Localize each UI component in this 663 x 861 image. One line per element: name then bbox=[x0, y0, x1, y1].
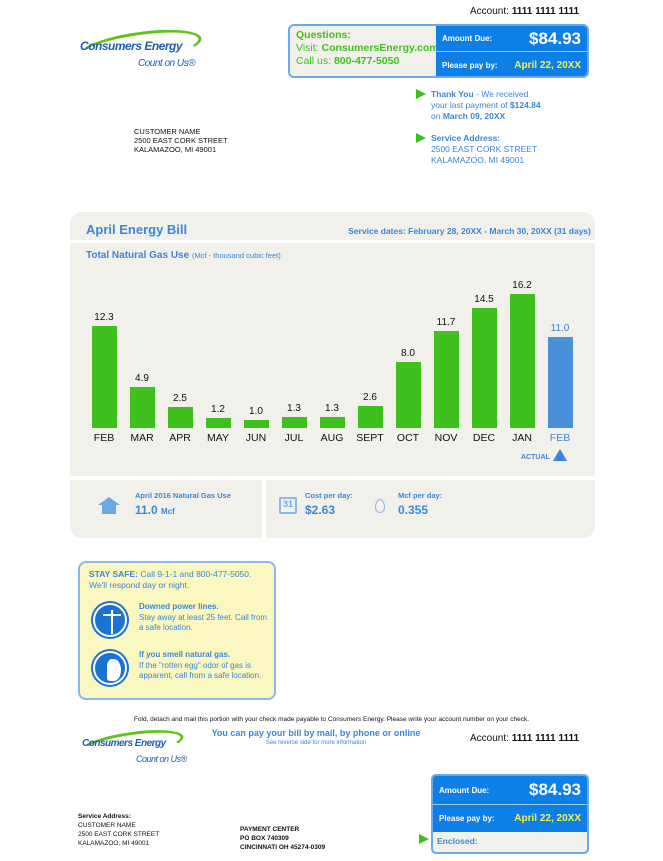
value-label: 2.5 bbox=[173, 393, 187, 405]
category-label: MAY bbox=[207, 432, 229, 444]
category-label: JUN bbox=[245, 432, 267, 444]
arrow-icon bbox=[416, 89, 426, 99]
value-label: 1.2 bbox=[211, 404, 225, 416]
value-label: 1.0 bbox=[249, 405, 263, 417]
bar-mar bbox=[129, 387, 155, 428]
value-label: 1.3 bbox=[325, 403, 339, 415]
arrow-icon bbox=[419, 834, 429, 844]
bar-jul bbox=[281, 417, 307, 428]
mcf-per-day: 0.355 bbox=[398, 503, 429, 517]
calendar-icon: 31 bbox=[279, 497, 297, 514]
phone-link[interactable]: 800-477-5050 bbox=[333, 55, 400, 67]
service-address: Service Address: 2500 EAST CORK STREET KAL… bbox=[431, 133, 538, 165]
enclosed-field[interactable]: Enclosed: bbox=[437, 836, 478, 846]
stub-account-number: Account: 1111 1111 1111 bbox=[470, 733, 580, 744]
payment-center-address: PAYMENT CENTER PO BOX 740309 CINCINNATI OH… bbox=[240, 826, 326, 851]
bar-aug bbox=[319, 417, 345, 428]
logo: Consumers Energy Count on Us® bbox=[76, 23, 208, 76]
bar-apr bbox=[167, 407, 193, 428]
reverse-side-link[interactable]: See reverse side for more information bbox=[265, 740, 367, 746]
value-label: 11.0 bbox=[550, 323, 570, 334]
bar-nov bbox=[433, 331, 459, 428]
service-dates: Service dates: February 28, 20XX - March… bbox=[348, 226, 591, 236]
category-label: APR bbox=[169, 432, 191, 444]
power-line-icon bbox=[93, 603, 127, 637]
category-label: DEC bbox=[472, 432, 496, 444]
triangle-up-icon bbox=[553, 449, 567, 461]
amount-due: $84.93 bbox=[529, 28, 581, 48]
value-label: 11.7 bbox=[436, 317, 456, 329]
call-us-label: Call us: bbox=[296, 55, 332, 67]
questions-box: Questions: Visit: ConsumersEnergy.com Ca… bbox=[290, 26, 439, 76]
website-link[interactable]: ConsumersEnergy.com bbox=[321, 42, 439, 54]
value-label: 14.5 bbox=[474, 294, 494, 306]
house-icon bbox=[98, 497, 120, 515]
value-label: 4.9 bbox=[135, 373, 149, 385]
category-label: OCT bbox=[396, 432, 420, 444]
cost-per-day: $2.63 bbox=[305, 503, 336, 517]
category-label: AUG bbox=[320, 432, 344, 444]
arrow-icon bbox=[416, 133, 426, 143]
value-label: 2.6 bbox=[363, 392, 377, 404]
value-label: 12.3 bbox=[94, 312, 114, 324]
value-label: 16.2 bbox=[512, 280, 532, 291]
bar-jan bbox=[509, 294, 535, 428]
category-label: FEB bbox=[93, 432, 115, 444]
category-label: FEB bbox=[549, 432, 571, 444]
thank-you-note: Thank You - We received your last paymen… bbox=[431, 89, 541, 121]
category-label: JAN bbox=[512, 432, 532, 444]
bar-may bbox=[205, 418, 231, 428]
bar-dec bbox=[471, 308, 497, 428]
bill-panel bbox=[70, 212, 595, 538]
chart-title: Total Natural Gas Use (Mcf - thousand cu… bbox=[86, 250, 281, 261]
bar-oct bbox=[395, 361, 421, 428]
value-label: 1.3 bbox=[287, 403, 301, 415]
pay-by-date: April 22, 20XX bbox=[514, 59, 581, 71]
flame-icon bbox=[375, 499, 385, 513]
nose-icon bbox=[93, 651, 127, 685]
bar-jun bbox=[243, 419, 269, 428]
logo: Consumers Energy Count on Us® bbox=[78, 724, 190, 768]
category-label: SEPT bbox=[356, 432, 384, 444]
category-label: MAR bbox=[130, 432, 154, 444]
stub-service-address: Service Address: CUSTOMER NAME 2500 EAST … bbox=[78, 813, 160, 847]
account-number: Account: 1111 1111 1111 bbox=[470, 6, 580, 17]
amount-due-box: Questions: Visit: ConsumersEnergy.com Ca… bbox=[288, 24, 589, 78]
usage-value: 11.0 Mcf bbox=[135, 503, 175, 517]
stub-amount-box: Amount Due: $84.93 Please pay by: April 22… bbox=[431, 774, 589, 854]
bill-title: April Energy Bill bbox=[86, 222, 188, 237]
bar-feb bbox=[547, 337, 573, 428]
value-label: 8.0 bbox=[401, 347, 415, 359]
bar-sept bbox=[357, 406, 383, 428]
category-label: NOV bbox=[434, 432, 458, 444]
category-label: JUL bbox=[284, 432, 304, 444]
fold-instructions: Fold, detach and mail this portion with … bbox=[133, 716, 530, 723]
actual-label: ACTUAL bbox=[521, 454, 550, 461]
customer-address: CUSTOMER NAME 2500 EAST CORK STREET KALAMA… bbox=[134, 127, 228, 154]
bar-feb bbox=[91, 326, 117, 428]
